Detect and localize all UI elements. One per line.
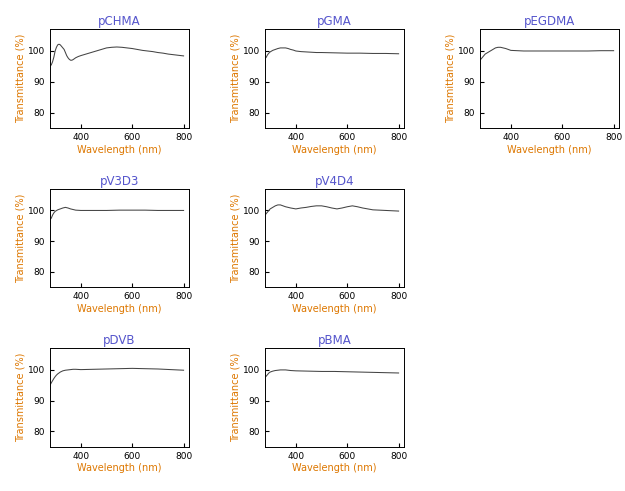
Title: pDVB: pDVB <box>103 334 136 347</box>
Y-axis label: Transmittance (%): Transmittance (%) <box>230 353 240 442</box>
X-axis label: Wavelength (nm): Wavelength (nm) <box>77 304 162 314</box>
X-axis label: Wavelength (nm): Wavelength (nm) <box>292 144 377 155</box>
Title: pCHMA: pCHMA <box>98 15 141 28</box>
Title: pGMA: pGMA <box>317 15 352 28</box>
X-axis label: Wavelength (nm): Wavelength (nm) <box>292 304 377 314</box>
Y-axis label: Transmittance (%): Transmittance (%) <box>15 34 25 123</box>
Title: pEGDMA: pEGDMA <box>524 15 575 28</box>
Y-axis label: Transmittance (%): Transmittance (%) <box>230 193 240 283</box>
X-axis label: Wavelength (nm): Wavelength (nm) <box>292 464 377 473</box>
Title: pBMA: pBMA <box>318 334 351 347</box>
Y-axis label: Transmittance (%): Transmittance (%) <box>445 34 455 123</box>
X-axis label: Wavelength (nm): Wavelength (nm) <box>77 464 162 473</box>
Y-axis label: Transmittance (%): Transmittance (%) <box>230 34 240 123</box>
X-axis label: Wavelength (nm): Wavelength (nm) <box>77 144 162 155</box>
Y-axis label: Transmittance (%): Transmittance (%) <box>15 193 25 283</box>
Title: pV4D4: pV4D4 <box>314 175 354 188</box>
Title: pV3D3: pV3D3 <box>99 175 139 188</box>
Y-axis label: Transmittance (%): Transmittance (%) <box>15 353 25 442</box>
X-axis label: Wavelength (nm): Wavelength (nm) <box>507 144 592 155</box>
